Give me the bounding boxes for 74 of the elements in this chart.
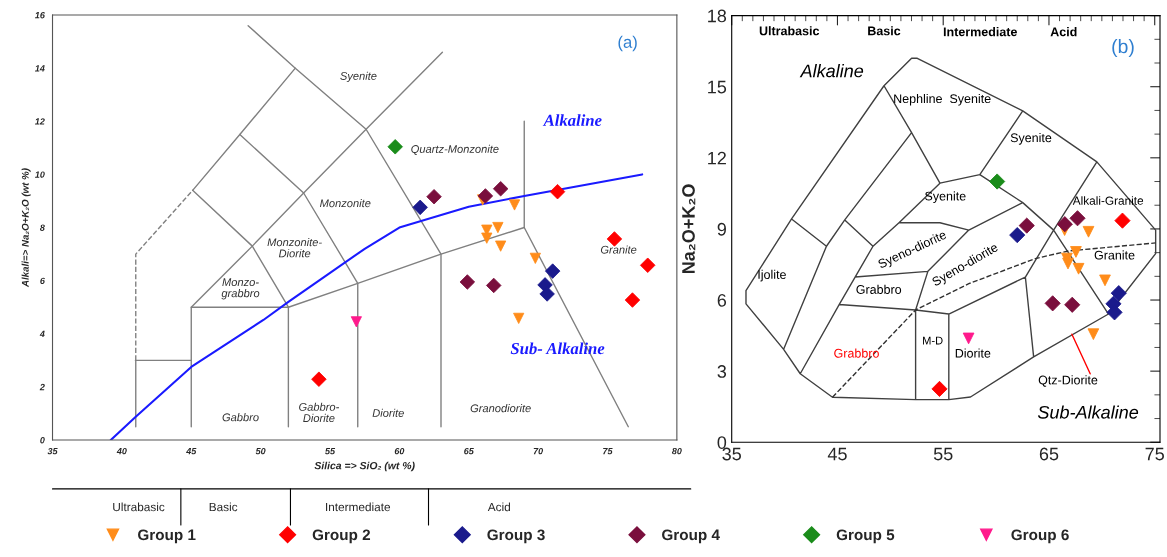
annotation: Granite: [1094, 250, 1135, 260]
annotation: Diorite: [955, 348, 991, 358]
x-tick-label: 65: [464, 447, 474, 455]
annotation: Nephline Syenite: [894, 93, 991, 106]
x-tick-label: 55: [933, 447, 953, 461]
text: Ultrabasic: [113, 502, 165, 512]
y-tick-label: 8: [39, 224, 45, 231]
annotation: Syenite: [925, 191, 966, 203]
text: Acid: [487, 502, 510, 512]
annotation: Alkaline: [542, 114, 602, 126]
annotation: Monzonite- Diorite: [267, 238, 322, 258]
x-tick-label: 60: [394, 447, 405, 455]
legend-label: Group 2: [312, 529, 371, 544]
text: Intermediate: [326, 502, 391, 512]
annotation: Diorite: [372, 408, 404, 417]
annotation: Alkaline: [799, 64, 864, 78]
annotation: Monzonite: [319, 198, 371, 208]
y-axis-title: Alkali=> Na₂O+K₂O (wt %): [21, 168, 31, 288]
x-tick-label: 45: [827, 447, 847, 461]
y-tick-label: 18: [708, 9, 727, 23]
y-tick-label: 12: [708, 151, 726, 165]
x-tick-label: 50: [255, 447, 266, 455]
annotation: Syenite: [340, 71, 377, 83]
y-tick-label: 14: [34, 65, 45, 72]
x-axis-title: Silica => SiO₂ (wt %): [314, 461, 415, 472]
annotation: Basic: [868, 26, 901, 36]
y-axis-title: Na₂O+K₂O: [682, 184, 696, 274]
y-tick-label: 3: [717, 365, 727, 378]
annotation: Ultrabasic: [759, 26, 820, 36]
annotation: (b): [1112, 39, 1134, 58]
legend-label: Group 1: [138, 529, 196, 544]
x-tick-label: 70: [533, 447, 544, 455]
annotation: Granodiorite: [470, 404, 531, 413]
annotation: (a): [618, 35, 637, 52]
y-tick-label: 2: [39, 383, 45, 391]
x-tick-label: 65: [1039, 447, 1059, 461]
annotation: Gabbro- Diorite: [299, 402, 340, 423]
x-tick-label: 40: [116, 447, 127, 455]
annotation: Qtz-Diorite: [1038, 375, 1098, 387]
y-tick-label: 6: [40, 277, 45, 285]
y-tick-label: 12: [34, 118, 45, 125]
text: Basic: [209, 502, 238, 512]
legend-label: Group 4: [662, 529, 720, 544]
y-tick-label: 16: [34, 12, 45, 19]
annotation: Intermediate: [943, 27, 1017, 37]
x-tick-label: 35: [722, 447, 741, 461]
annotation: M-D: [923, 336, 943, 345]
annotation: Grabbro: [834, 348, 879, 358]
annotation: Granite: [600, 245, 637, 254]
x-tick-label: 35: [47, 447, 58, 455]
annotation: Ijolite: [758, 269, 786, 282]
annotation: Monzo- grabbro: [221, 278, 260, 300]
x-tick-label: 75: [603, 448, 613, 455]
x-tick-label: 45: [186, 448, 197, 455]
annotation: Grabbro: [856, 284, 902, 294]
annotation: Sub-Alkaline: [1037, 405, 1139, 419]
y-tick-label: 15: [708, 80, 727, 94]
annotation: Gabbro: [222, 413, 259, 422]
y-tick-label: 0: [40, 437, 45, 444]
legend-label: Group 5: [836, 529, 895, 544]
y-tick-label: 6: [717, 293, 727, 307]
x-tick-label: 75: [1145, 447, 1164, 461]
annotation: Acid: [1050, 27, 1077, 37]
y-tick-label: 9: [717, 222, 726, 236]
y-tick-label: 0: [717, 436, 727, 449]
x-tick-label: 80: [671, 447, 682, 455]
annotation: Sub- Alkaline: [510, 342, 605, 355]
x-tick-label: 55: [325, 448, 336, 455]
legend-label: Group 3: [487, 529, 545, 544]
y-tick-label: 4: [39, 330, 45, 338]
y-tick-label: 10: [34, 171, 45, 178]
legend-label: Group 6: [1011, 529, 1069, 544]
annotation: Quartz-Monzonite: [411, 144, 499, 155]
annotation: Syenite: [1010, 133, 1052, 145]
